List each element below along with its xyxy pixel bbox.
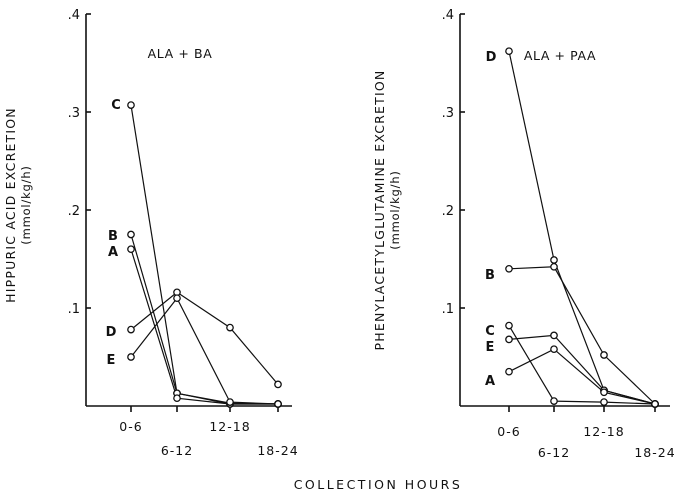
data-point-a <box>550 345 558 354</box>
data-point-b <box>550 262 558 271</box>
data-point-a <box>173 394 181 403</box>
hippuric-acid-panel: .1 .2 .3 .4 0-6 6-12 12-18 18-24 HIPPURIC ACID E… <box>3 8 298 458</box>
data-point-a <box>505 367 513 376</box>
series-line-a <box>130 249 278 405</box>
subject-label-a: A <box>108 245 118 260</box>
x-axis-title: COLLECTION HOURS <box>294 477 463 492</box>
x-tick-label: 18-24 <box>257 443 298 458</box>
y-axis-unit: (mmol/kg/h) <box>388 170 402 249</box>
data-point-c <box>600 398 608 406</box>
subject-label-c: C <box>485 324 495 339</box>
series-line-d <box>130 291 279 385</box>
data-point-d <box>226 323 234 332</box>
x-tick-label: 0-6 <box>119 419 142 434</box>
data-point-b <box>127 230 135 239</box>
series-line-c <box>508 325 656 405</box>
subject-label-d: D <box>106 325 117 340</box>
series-line-d <box>508 51 656 405</box>
x-tick-label: 6-12 <box>161 443 193 458</box>
data-point-e <box>226 398 234 406</box>
data-point-e <box>550 331 558 340</box>
data-point-c <box>127 101 135 109</box>
x-tick-label: 12-18 <box>209 419 250 434</box>
condition-label: ALA + PAA <box>524 48 596 63</box>
data-point-d <box>274 380 282 389</box>
y-axis-title: PHENYLACETYLGLUTAMINE EXCRETION <box>372 70 387 351</box>
x-tick-label: 0-6 <box>497 424 520 439</box>
phenylacetylglutamine-panel: .1 .2 .3 .4 0-6 6-12 12-18 18-24 PHENYLACETYLGLU… <box>372 8 675 460</box>
series-line-e <box>508 334 656 405</box>
data-point-d <box>505 47 513 56</box>
data-point-e <box>505 335 513 344</box>
data-point-c <box>550 397 558 405</box>
y-axis-title: HIPPURIC ACID EXCRETION <box>3 107 18 303</box>
y-tick-label: .4 <box>68 8 80 23</box>
data-point-a <box>127 245 135 254</box>
data-point-c <box>505 321 513 330</box>
series-line-a <box>508 348 656 405</box>
condition-label: ALA + BA <box>148 46 213 61</box>
y-tick-label: .2 <box>442 204 454 219</box>
data-point-a <box>651 400 659 408</box>
x-tick-label: 18-24 <box>634 445 675 460</box>
subject-label-b: B <box>485 268 495 283</box>
y-tick-label: .4 <box>442 8 454 23</box>
data-point-e <box>173 294 181 303</box>
data-point-e <box>274 400 282 408</box>
subject-label-a: A <box>485 374 495 389</box>
series-line-b <box>508 266 656 405</box>
y-tick-label: .1 <box>442 302 454 317</box>
y-tick-label: .1 <box>68 302 80 317</box>
y-tick-label: .3 <box>442 106 454 121</box>
y-tick-label: .3 <box>68 106 80 121</box>
series-line-e <box>130 297 279 405</box>
data-point-b <box>600 351 608 359</box>
subject-label-d: D <box>486 50 497 65</box>
y-axis-unit: (mmol/kg/h) <box>19 165 33 244</box>
x-tick-label: 12-18 <box>583 424 624 439</box>
subject-label-c: C <box>111 98 121 113</box>
x-tick-label: 6-12 <box>538 445 570 460</box>
subject-label-b: B <box>108 229 118 244</box>
data-point-d <box>127 325 135 334</box>
data-point-d <box>550 256 558 264</box>
data-point-a <box>600 388 608 397</box>
data-point-e <box>127 353 135 361</box>
subject-label-e: E <box>107 353 116 368</box>
subject-label-e: E <box>486 340 495 355</box>
y-tick-label: .2 <box>68 204 80 219</box>
data-point-b <box>505 264 513 273</box>
